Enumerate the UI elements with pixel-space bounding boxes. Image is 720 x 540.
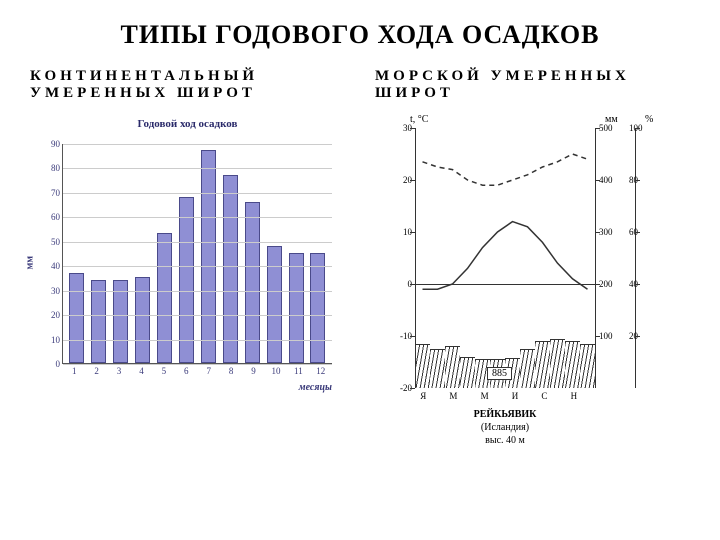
ytick-pct: 60 [595,227,638,237]
precip-bar [415,344,430,388]
right-column: МОРСКОЙ УМЕРЕННЫХ ШИРОТ t, °C мм % Я М М… [375,68,690,478]
bar [113,280,128,363]
xtick-label: 11 [294,363,303,376]
xtick-label: 7 [206,363,211,376]
bar [201,150,216,363]
month-label [529,391,531,401]
precip-bar [520,349,535,388]
month-label: М [449,391,457,401]
month-label [437,391,439,401]
ytick-label: 80 [51,163,63,173]
xtick-label: 2 [94,363,99,376]
month-label: С [541,391,547,401]
tick-mark [635,336,640,337]
month-label: И [512,391,519,401]
precip-bar [550,339,565,388]
gridline [63,266,332,267]
ytick-label: 60 [51,212,63,222]
station-country: (Исландия) [415,421,595,434]
left-subtitle: КОНТИНЕНТАЛЬНЫЙ УМЕРЕННЫХ ШИРОТ [30,68,345,108]
right-subtitle: МОРСКОЙ УМЕРЕННЫХ ШИРОТ [375,68,690,108]
tick-mark [635,284,640,285]
gridline [63,340,332,341]
left-xlabel: месяцы [299,382,332,393]
gridline [63,291,332,292]
bar [289,253,304,363]
precip-bar [445,346,460,388]
xtick-label: 8 [229,363,234,376]
bar [267,246,282,363]
tick-mark [635,180,640,181]
bar [157,233,172,363]
tick-mark [635,232,640,233]
gridline [63,193,332,194]
month-label [588,391,590,401]
month-label [499,391,501,401]
left-column: КОНТИНЕНТАЛЬНЫЙ УМЕРЕННЫХ ШИРОТ Годовой … [30,68,345,478]
xtick-label: 12 [316,363,325,376]
xtick-label: 4 [139,363,144,376]
tick-mark [410,284,415,285]
gridline [63,217,332,218]
ytick-label: 0 [56,359,64,369]
ytick-label: 20 [51,310,63,320]
month-label: Я [420,391,426,401]
ytick-label: 30 [51,286,63,296]
xtick-label: 6 [184,363,189,376]
station-elevation: выс. 40 м [415,434,595,447]
left-ylabel: мм [25,256,36,270]
xtick-label: 5 [162,363,167,376]
station-name: РЕЙКЬЯВИК [415,408,595,421]
main-title: ТИПЫ ГОДОВОГО ХОДА ОСАДКОВ [30,20,690,50]
month-label [558,391,560,401]
xtick-label: 3 [117,363,122,376]
bar [69,273,84,363]
precip-bar [535,341,550,388]
left-chart-title: Годовой ход осадков [30,118,345,130]
bar-chart: мм месяцы 010203040506070809012345678910… [30,134,340,414]
precip-bar [430,349,445,388]
gridline [63,242,332,243]
tick-mark [410,336,415,337]
tick-mark [410,128,415,129]
gridline [63,315,332,316]
tick-mark [410,388,415,389]
axis-line [635,128,636,388]
axis-line [595,128,596,388]
bar [223,175,238,363]
bar [91,280,106,363]
columns: КОНТИНЕНТАЛЬНЫЙ УМЕРЕННЫХ ШИРОТ Годовой … [30,68,690,478]
ytick-label: 50 [51,237,63,247]
climate-chart: t, °C мм % Я М М И С Н -20-1001020301002… [375,118,675,478]
station-info: РЕЙКЬЯВИК (Исландия) выс. 40 м [415,408,595,447]
ytick-label: 10 [51,335,63,345]
xtick-label: 9 [251,363,256,376]
ytick-label: 70 [51,188,63,198]
ytick-label: 40 [51,261,63,271]
month-label [468,391,470,401]
gridline [63,364,332,365]
xtick-label: 1 [72,363,77,376]
precip-bar [460,357,475,388]
gridline [63,168,332,169]
ytick-pct: 40 [595,279,638,289]
month-label: М [481,391,489,401]
ytick-pct: 80 [595,175,638,185]
precip-bar [565,341,580,388]
precip-bar [580,344,595,388]
ytick-label: 90 [51,139,63,149]
bar [179,197,194,363]
xtick-label: 10 [271,363,280,376]
tick-mark [635,128,640,129]
gridline [63,144,332,145]
tick-mark [410,232,415,233]
pct-label: % [645,114,653,125]
bar [310,253,325,363]
annual-precip-box: 885 [487,367,512,380]
zero-line [415,284,595,285]
month-label: Н [571,391,578,401]
tick-mark [410,180,415,181]
ytick-pct: 20 [595,331,638,341]
